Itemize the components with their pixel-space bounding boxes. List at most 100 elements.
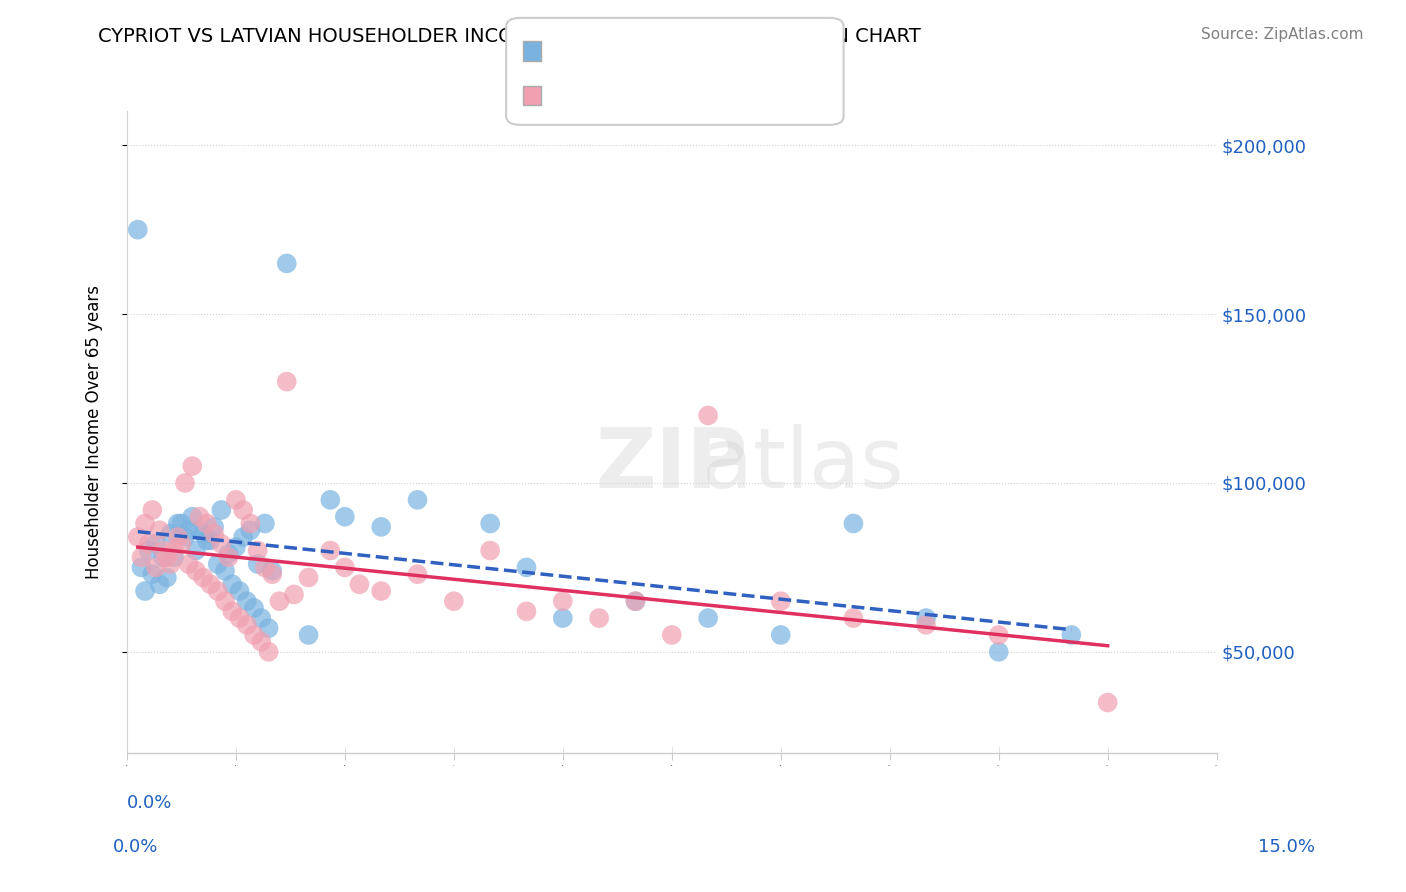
Point bbox=[138, 537, 160, 551]
Point bbox=[177, 523, 200, 537]
Point bbox=[250, 611, 273, 625]
Point bbox=[987, 645, 1010, 659]
Point bbox=[225, 492, 247, 507]
Point bbox=[181, 509, 204, 524]
Point bbox=[479, 516, 502, 531]
Point bbox=[218, 550, 240, 565]
Point bbox=[195, 533, 218, 548]
Point bbox=[253, 560, 276, 574]
Point bbox=[842, 611, 865, 625]
Point bbox=[174, 530, 197, 544]
Point bbox=[209, 537, 232, 551]
Point bbox=[239, 523, 262, 537]
Point bbox=[214, 594, 236, 608]
Point bbox=[174, 475, 197, 490]
Point bbox=[152, 543, 174, 558]
Text: 0.034: 0.034 bbox=[598, 43, 666, 61]
Text: R =: R = bbox=[546, 43, 576, 61]
Point bbox=[257, 621, 280, 635]
Text: 15.0%: 15.0% bbox=[1257, 838, 1315, 856]
Point bbox=[236, 594, 259, 608]
Point bbox=[915, 617, 938, 632]
Point bbox=[193, 526, 215, 541]
Point bbox=[319, 492, 342, 507]
Point bbox=[297, 570, 319, 584]
Point bbox=[141, 503, 163, 517]
Point bbox=[239, 516, 262, 531]
Point bbox=[232, 530, 254, 544]
Point bbox=[209, 503, 232, 517]
Point bbox=[551, 594, 574, 608]
Y-axis label: Householder Income Over 65 years: Householder Income Over 65 years bbox=[86, 285, 103, 579]
Point bbox=[661, 628, 683, 642]
Point bbox=[127, 530, 149, 544]
Point bbox=[1097, 696, 1119, 710]
Point bbox=[1060, 628, 1083, 642]
Point bbox=[156, 570, 179, 584]
Point bbox=[163, 550, 186, 565]
Point bbox=[769, 594, 792, 608]
Point bbox=[479, 543, 502, 558]
Point bbox=[159, 526, 181, 541]
Point bbox=[218, 547, 240, 561]
Text: Source: ZipAtlas.com: Source: ZipAtlas.com bbox=[1201, 27, 1364, 42]
Point bbox=[406, 567, 429, 582]
Point bbox=[406, 492, 429, 507]
Point bbox=[188, 523, 211, 537]
Point bbox=[987, 628, 1010, 642]
Point bbox=[915, 611, 938, 625]
Point bbox=[149, 577, 172, 591]
Point bbox=[138, 543, 160, 558]
Point bbox=[141, 567, 163, 582]
Point bbox=[207, 584, 229, 599]
Point bbox=[246, 557, 269, 571]
Point bbox=[283, 587, 305, 601]
Point bbox=[246, 543, 269, 558]
Point bbox=[253, 516, 276, 531]
Point bbox=[131, 560, 153, 574]
Text: -0.248: -0.248 bbox=[598, 87, 662, 105]
Point bbox=[515, 604, 537, 618]
Text: 0.0%: 0.0% bbox=[127, 794, 173, 812]
Point bbox=[443, 594, 465, 608]
Point bbox=[134, 516, 156, 531]
Point bbox=[319, 543, 342, 558]
Point bbox=[262, 564, 284, 578]
Point bbox=[200, 577, 222, 591]
Text: R =: R = bbox=[546, 87, 576, 105]
Text: N =: N = bbox=[675, 43, 706, 61]
Point bbox=[163, 543, 186, 558]
Text: N =: N = bbox=[675, 87, 706, 105]
Point bbox=[166, 516, 188, 531]
Point bbox=[333, 509, 356, 524]
Point bbox=[269, 594, 291, 608]
Point bbox=[236, 617, 259, 632]
Point bbox=[159, 557, 181, 571]
Point bbox=[184, 543, 207, 558]
Text: 0.0%: 0.0% bbox=[112, 838, 157, 856]
Point bbox=[515, 560, 537, 574]
Point bbox=[228, 611, 250, 625]
Point bbox=[370, 584, 392, 599]
Point bbox=[188, 509, 211, 524]
Point bbox=[243, 628, 266, 642]
Point bbox=[297, 628, 319, 642]
Point bbox=[131, 550, 153, 565]
Point bbox=[193, 570, 215, 584]
Point bbox=[202, 526, 225, 541]
Point bbox=[697, 611, 720, 625]
Point bbox=[202, 520, 225, 534]
Point bbox=[624, 594, 647, 608]
Point bbox=[221, 604, 243, 618]
Text: atlas: atlas bbox=[702, 424, 904, 505]
Point bbox=[170, 516, 193, 531]
Point bbox=[207, 557, 229, 571]
Point bbox=[250, 634, 273, 648]
Point bbox=[588, 611, 610, 625]
Point bbox=[127, 222, 149, 236]
Point bbox=[257, 645, 280, 659]
Text: CYPRIOT VS LATVIAN HOUSEHOLDER INCOME OVER 65 YEARS CORRELATION CHART: CYPRIOT VS LATVIAN HOUSEHOLDER INCOME OV… bbox=[98, 27, 921, 45]
Point bbox=[152, 550, 174, 565]
Point bbox=[156, 550, 179, 565]
Point bbox=[769, 628, 792, 642]
